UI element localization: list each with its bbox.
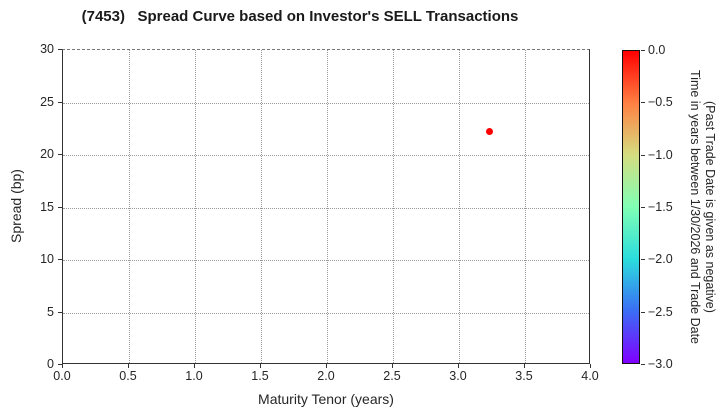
colorbar-tick-label: −1.5 [648, 200, 673, 214]
colorbar-label-line2: (Past Trade Date is given as negative) [703, 101, 717, 313]
plot-area [62, 49, 590, 364]
gridline-vertical [261, 50, 262, 363]
data-point [485, 128, 493, 136]
gridline-horizontal [63, 102, 589, 104]
y-tick-mark [58, 259, 62, 260]
colorbar-tick-mark [641, 311, 645, 313]
colorbar-tick-label: −3.0 [648, 357, 673, 371]
colorbar-tick-label: −1.0 [648, 147, 673, 162]
y-tick-label: 20 [40, 147, 54, 161]
x-axis-label: Maturity Tenor (years) [258, 391, 394, 407]
colorbar-label-line1: Time in years between 1/30/2026 and Trad… [688, 69, 702, 344]
y-tick-label: 15 [40, 199, 54, 214]
x-tick-mark [590, 364, 591, 368]
x-tick-mark [392, 364, 393, 368]
gridline-vertical [327, 50, 328, 363]
y-tick-label: 10 [40, 252, 54, 266]
x-tick-label: 2.0 [317, 369, 335, 383]
colorbar-gradient [622, 50, 640, 364]
x-tick-mark [458, 364, 459, 368]
x-tick-label: 0.5 [119, 369, 137, 383]
x-tick-label: 3.5 [515, 369, 533, 383]
x-tick-label: 1.5 [251, 369, 269, 383]
y-axis-label: Spread (bp) [8, 169, 24, 243]
colorbar-tick-label: −0.5 [648, 95, 673, 110]
gridline-vertical [393, 50, 394, 363]
gridline-horizontal [63, 312, 589, 314]
x-tick-label: 4.0 [581, 369, 599, 383]
y-tick-mark [58, 364, 62, 365]
colorbar-tick-mark [641, 207, 645, 208]
y-tick-label: 25 [40, 94, 54, 109]
y-tick-label: 5 [47, 304, 54, 319]
y-tick-mark [58, 154, 62, 155]
x-tick-mark [194, 364, 195, 368]
colorbar-label: Time in years between 1/30/2026 and Trad… [687, 45, 719, 369]
x-tick-mark [128, 364, 129, 368]
y-tick-mark [58, 49, 62, 50]
gridline-horizontal [63, 207, 589, 209]
colorbar-tick-mark [641, 259, 645, 261]
x-tick-label: 0.0 [53, 369, 71, 383]
colorbar-tick-mark [641, 364, 645, 365]
x-tick-mark [62, 364, 63, 368]
y-tick-label: 0 [47, 357, 54, 371]
gridline-vertical [195, 50, 196, 363]
x-tick-mark [524, 364, 525, 368]
x-tick-label: 1.0 [185, 369, 203, 383]
gridline-horizontal [63, 260, 589, 261]
x-tick-label: 2.5 [383, 369, 401, 383]
colorbar-tick-label: 0.0 [648, 43, 666, 57]
colorbar-tick-mark [641, 50, 645, 51]
y-tick-label: 30 [40, 42, 54, 56]
x-tick-mark [260, 364, 261, 368]
gridline-vertical [459, 50, 460, 363]
colorbar-tick-mark [641, 154, 645, 156]
x-tick-mark [326, 364, 327, 368]
y-tick-mark [58, 311, 62, 313]
colorbar-tick-mark [641, 102, 645, 104]
x-tick-label: 3.0 [449, 369, 467, 383]
gridline-vertical [525, 50, 526, 363]
colorbar-tick-label: −2.5 [648, 304, 673, 319]
chart-title: (7453) Spread Curve based on Investor's … [81, 8, 519, 25]
y-tick-mark [58, 101, 62, 103]
y-tick-mark [58, 206, 62, 208]
gridline-vertical [129, 50, 130, 363]
gridline-horizontal [63, 155, 589, 156]
colorbar-tick-label: −2.0 [648, 252, 673, 267]
